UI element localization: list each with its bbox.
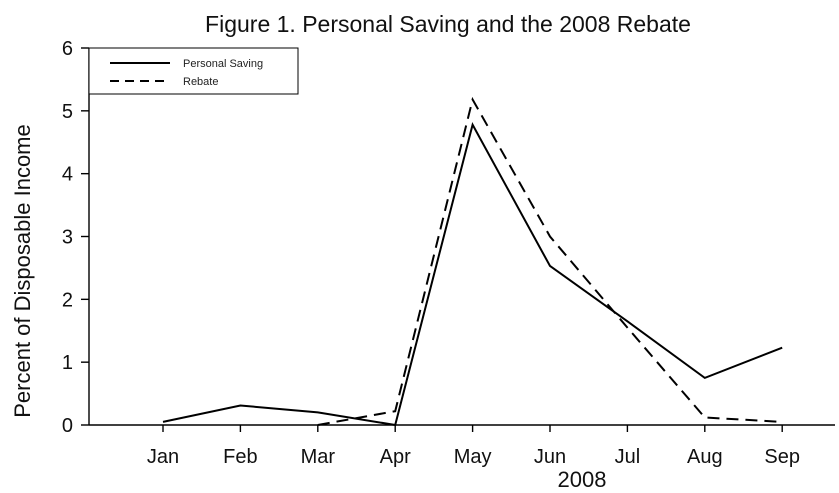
legend-box bbox=[88, 47, 299, 95]
series-lines bbox=[162, 96, 783, 427]
x-tick-label: Mar bbox=[301, 446, 336, 468]
x-tick-label: Apr bbox=[380, 446, 411, 468]
x-tick-label: Sep bbox=[764, 446, 800, 468]
y-tick-label: 3 bbox=[62, 227, 73, 249]
legend: Personal Saving Rebate bbox=[88, 47, 299, 95]
y-tick-label: 1 bbox=[62, 352, 73, 374]
axes bbox=[88, 48, 835, 426]
y-tick-label: 2 bbox=[62, 289, 73, 311]
y-tick-label: 0 bbox=[62, 415, 73, 437]
x-axis-label: 2008 bbox=[558, 467, 607, 492]
series-line-rebate bbox=[317, 96, 783, 426]
y-ticks: 0 1 2 3 4 5 6 bbox=[62, 38, 89, 437]
series-line-personal-saving bbox=[162, 122, 783, 427]
legend-label-rebate: Rebate bbox=[183, 76, 218, 88]
x-tick-label: Jul bbox=[615, 446, 641, 468]
x-tick-label: Jan bbox=[147, 446, 179, 468]
x-ticks: Jan Feb Mar Apr May Jun Jul Aug Sep bbox=[147, 425, 800, 468]
y-tick-label: 6 bbox=[62, 38, 73, 60]
chart-title: Figure 1. Personal Saving and the 2008 R… bbox=[205, 11, 691, 37]
x-tick-label: May bbox=[454, 446, 492, 468]
legend-label-personal-saving: Personal Saving bbox=[183, 58, 263, 70]
y-tick-label: 5 bbox=[62, 101, 73, 123]
x-tick-label: Aug bbox=[687, 446, 723, 468]
y-axis-label: Percent of Disposable Income bbox=[10, 124, 35, 418]
x-tick-label: Jun bbox=[534, 446, 566, 468]
y-tick-label: 4 bbox=[62, 164, 73, 186]
x-tick-label: Feb bbox=[223, 446, 257, 468]
